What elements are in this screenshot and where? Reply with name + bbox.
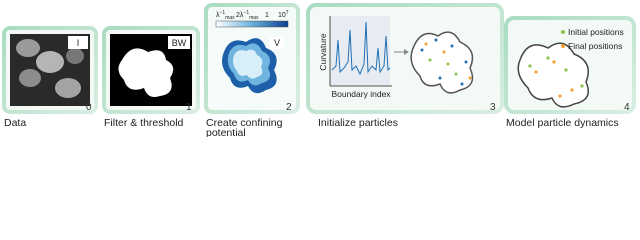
legend-marker xyxy=(561,44,565,48)
step-number: 2 xyxy=(286,102,292,113)
colorbar-label: 1 xyxy=(265,12,269,19)
step-number: 3 xyxy=(490,102,496,113)
legend-label: Initial positions xyxy=(568,27,624,37)
panel-initialize: Curvature Boundary index 3 xyxy=(306,3,504,114)
axis-label: Curvature xyxy=(318,33,328,71)
panel-tag: BW xyxy=(172,38,187,48)
legend-label: Final positions xyxy=(568,41,622,51)
panel-data: I 0 xyxy=(2,26,98,114)
step-number: 0 xyxy=(86,102,92,113)
step-number: 1 xyxy=(186,102,192,113)
captions: Data Filter & threshold Create confiningpo… xyxy=(4,117,619,137)
panel-potential: λ−1max 2λ−1max 1 107 V 2 xyxy=(204,3,300,114)
figure: I 0 BW 1 λ−1max 2λ−1max 1 107 V 2 Curvat… xyxy=(2,3,636,137)
page: { "panels": [ {"number": "0", "caption_l… xyxy=(2,3,636,137)
caption: Filter & threshold xyxy=(104,117,184,129)
panel-tag: V xyxy=(274,38,280,48)
legend-marker xyxy=(561,30,565,34)
panel-dynamics: Initial positions Final positions 4 xyxy=(504,16,636,114)
caption: Data xyxy=(4,117,26,129)
panel-threshold: BW 1 xyxy=(102,26,200,114)
caption: potential xyxy=(206,127,246,137)
caption: Create confining xyxy=(206,117,283,129)
colorbar-label: 107 xyxy=(278,10,289,19)
caption: Initialize particles xyxy=(318,117,398,129)
panel-tag: I xyxy=(77,38,80,48)
axis-label: Boundary index xyxy=(331,89,391,99)
colorbar-label: 2λ−1max xyxy=(236,10,259,21)
caption: Model particle dynamics xyxy=(506,117,619,129)
colorbar-label: λ−1max xyxy=(216,10,235,21)
step-number: 4 xyxy=(624,102,630,113)
